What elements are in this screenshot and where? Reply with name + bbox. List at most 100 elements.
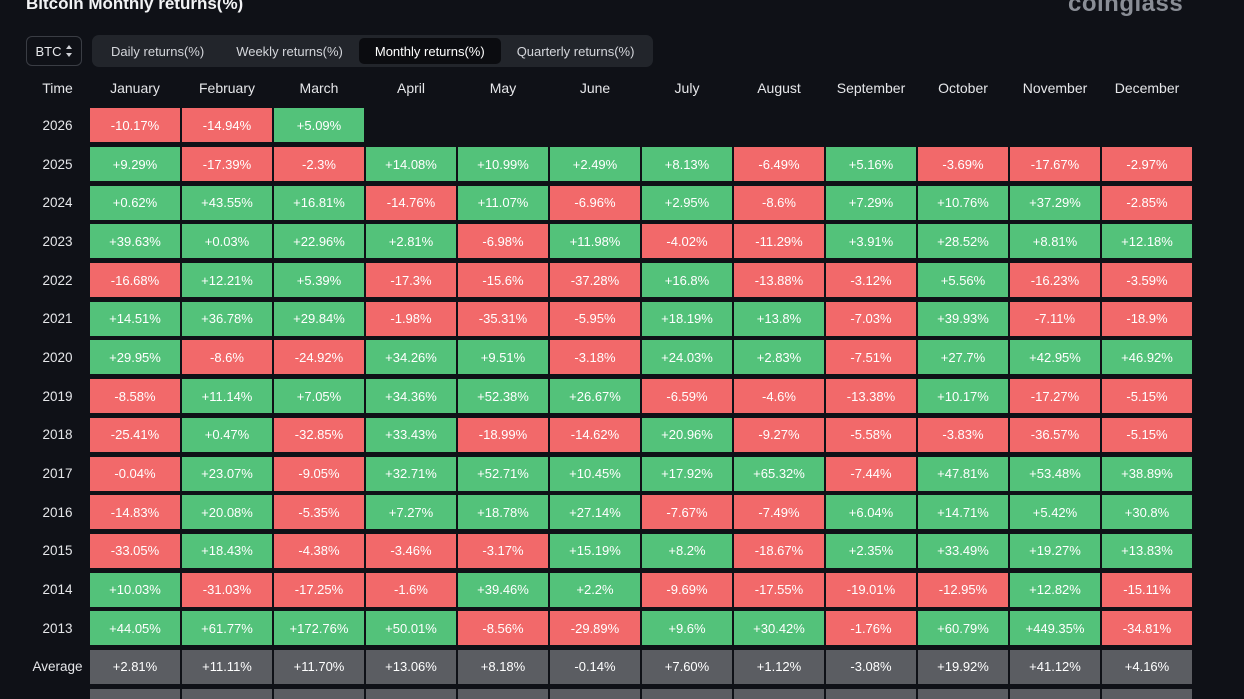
- returns-tabs: Daily returns(%) Weekly returns(%) Monthly…: [92, 35, 654, 67]
- table-row: 2024 +0.62% +43.55% +16.81% -14.76% +11.07% -6…: [26, 183, 1193, 222]
- cropped-cell: [182, 688, 272, 699]
- return-cell: -1.76%: [826, 611, 916, 646]
- month-header: January: [110, 80, 160, 96]
- return-cell: +43.55%: [182, 185, 272, 220]
- return-cell: +16.8%: [642, 263, 732, 298]
- cropped-cell: [642, 688, 732, 699]
- return-cell: +39.93%: [918, 301, 1008, 336]
- cropped-cell: [826, 688, 916, 699]
- toolbar: BTC Daily returns(%) Weekly returns(%) Mon…: [26, 35, 654, 67]
- return-cell: +8.13%: [642, 147, 732, 182]
- return-cell: +30.42%: [734, 611, 824, 646]
- return-cell: +3.91%: [826, 224, 916, 259]
- average-cell: +11.70%: [274, 649, 364, 684]
- return-cell: +13.83%: [1102, 533, 1192, 568]
- return-cell: +5.42%: [1010, 495, 1100, 530]
- average-cell: +2.81%: [90, 649, 180, 684]
- average-cell: -3.08%: [826, 649, 916, 684]
- year-label: 2018: [42, 427, 73, 443]
- tab-weekly-returns[interactable]: Weekly returns(%): [236, 43, 343, 59]
- return-cell: +36.78%: [182, 301, 272, 336]
- return-cell: [642, 108, 732, 142]
- return-cell: +27.7%: [918, 340, 1008, 375]
- tab-monthly-returns[interactable]: Monthly returns(%): [358, 38, 501, 64]
- return-cell: +9.6%: [642, 611, 732, 646]
- return-cell: -9.69%: [642, 572, 732, 607]
- return-cell: +449.35%: [1010, 611, 1100, 646]
- updown-icon: [65, 45, 73, 57]
- year-label: 2013: [42, 620, 73, 636]
- tab-quarterly-returns[interactable]: Quarterly returns(%): [516, 43, 635, 59]
- return-cell: -5.95%: [550, 301, 640, 336]
- average-label: Average: [32, 659, 83, 675]
- return-cell: -8.56%: [458, 611, 548, 646]
- return-cell: -4.38%: [274, 533, 364, 568]
- cropped-cell: [734, 688, 824, 699]
- return-cell: -5.58%: [826, 417, 916, 452]
- return-cell: +65.32%: [734, 456, 824, 491]
- return-cell: [826, 108, 916, 142]
- cropped-cell: [366, 688, 456, 699]
- return-cell: -1.98%: [366, 301, 456, 336]
- return-cell: +2.83%: [734, 340, 824, 375]
- return-cell: +18.78%: [458, 495, 548, 530]
- return-cell: +2.2%: [550, 572, 640, 607]
- table-row: 2023 +39.63% +0.03% +22.96% +2.81% -6.98% +11.…: [26, 222, 1193, 261]
- cropped-cell: [550, 688, 640, 699]
- return-cell: -7.44%: [826, 456, 916, 491]
- return-cell: [366, 108, 456, 142]
- return-cell: +6.04%: [826, 495, 916, 530]
- coin-select[interactable]: BTC: [26, 36, 82, 66]
- return-cell: +46.92%: [1102, 340, 1192, 375]
- return-cell: +33.43%: [366, 417, 456, 452]
- return-cell: +11.14%: [182, 379, 272, 414]
- cropped-cell: [918, 688, 1008, 699]
- return-cell: -1.6%: [366, 572, 456, 607]
- return-cell: +39.63%: [90, 224, 180, 259]
- return-cell: +20.96%: [642, 417, 732, 452]
- return-cell: -7.49%: [734, 495, 824, 530]
- return-cell: +15.19%: [550, 533, 640, 568]
- return-cell: +0.47%: [182, 417, 272, 452]
- return-cell: +5.09%: [274, 108, 364, 143]
- tab-daily-returns[interactable]: Daily returns(%): [111, 43, 205, 59]
- year-label: 2019: [42, 388, 73, 404]
- return-cell: -14.76%: [366, 185, 456, 220]
- month-header: November: [1022, 80, 1088, 96]
- return-cell: -18.9%: [1102, 301, 1192, 336]
- cropped-row: [26, 686, 1193, 699]
- return-cell: +7.29%: [826, 185, 916, 220]
- return-cell: -37.28%: [550, 263, 640, 298]
- return-cell: -34.81%: [1102, 611, 1192, 646]
- returns-table: Time January February March April May June Jul…: [26, 70, 1193, 699]
- return-cell: +13.8%: [734, 301, 824, 336]
- return-cell: +32.71%: [366, 456, 456, 491]
- return-cell: -0.04%: [90, 456, 180, 491]
- return-cell: -24.92%: [274, 340, 364, 375]
- return-cell: -15.6%: [458, 263, 548, 298]
- return-cell: -13.38%: [826, 379, 916, 414]
- return-cell: [918, 108, 1008, 142]
- return-cell: +29.84%: [274, 301, 364, 336]
- return-cell: -15.11%: [1102, 572, 1192, 607]
- return-cell: +10.76%: [918, 185, 1008, 220]
- return-cell: -8.58%: [90, 379, 180, 414]
- return-cell: -3.12%: [826, 263, 916, 298]
- return-cell: -8.6%: [182, 340, 272, 375]
- return-cell: -11.29%: [734, 224, 824, 259]
- table-header-row: Time January February March April May June Jul…: [26, 70, 1193, 106]
- return-cell: -35.31%: [458, 301, 548, 336]
- return-cell: -6.98%: [458, 224, 548, 259]
- return-cell: +5.56%: [918, 263, 1008, 298]
- month-header: February: [198, 80, 256, 96]
- return-cell: +18.43%: [182, 533, 272, 568]
- average-cell: +41.12%: [1010, 649, 1100, 684]
- year-label: 2015: [42, 543, 73, 559]
- year-label: 2021: [42, 311, 73, 327]
- return-cell: +38.89%: [1102, 456, 1192, 491]
- return-cell: -3.17%: [458, 533, 548, 568]
- return-cell: +11.07%: [458, 185, 548, 220]
- return-cell: -19.01%: [826, 572, 916, 607]
- return-cell: +9.29%: [90, 147, 180, 182]
- return-cell: -9.27%: [734, 417, 824, 452]
